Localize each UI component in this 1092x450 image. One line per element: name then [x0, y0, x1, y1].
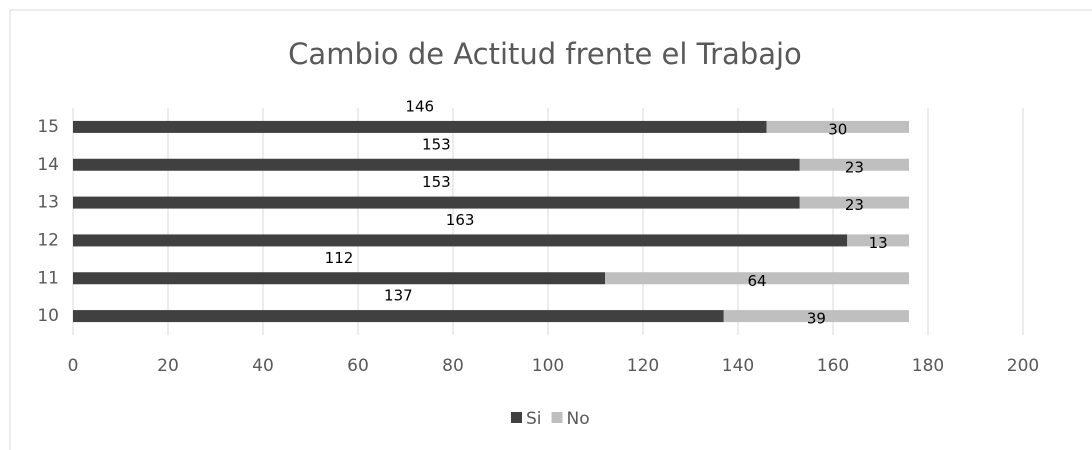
y-tick-label: 11 — [37, 268, 59, 288]
data-label: 13 — [869, 234, 888, 252]
legend-label: No — [567, 409, 590, 429]
data-label: 23 — [845, 158, 864, 176]
x-tick-label: 200 — [1007, 356, 1039, 376]
legend-swatch — [551, 412, 563, 423]
x-tick-label: 60 — [347, 356, 369, 376]
y-tick-label: 12 — [37, 230, 59, 250]
bar-segment — [73, 196, 800, 209]
data-label: 146 — [405, 97, 434, 115]
x-tick-label: 40 — [252, 356, 274, 376]
x-tick-label: 180 — [912, 356, 944, 376]
bar-segment — [723, 310, 909, 323]
data-label: 153 — [422, 173, 451, 191]
data-label: 137 — [384, 287, 413, 305]
data-label: 64 — [747, 272, 766, 290]
x-tick-label: 20 — [157, 356, 179, 376]
bar-segment — [605, 272, 909, 285]
x-tick-label: 80 — [442, 356, 464, 376]
bar-segment — [73, 272, 605, 285]
x-tick-label: 140 — [722, 356, 754, 376]
data-label: 39 — [807, 310, 826, 328]
data-label: 163 — [446, 211, 475, 229]
bar-segment — [847, 234, 909, 247]
legend-label: Si — [526, 409, 542, 429]
y-tick-label: 15 — [37, 117, 59, 137]
data-label: 112 — [325, 249, 354, 267]
x-tick-label: 100 — [532, 356, 564, 376]
data-label: 23 — [845, 196, 864, 214]
data-label: 30 — [828, 120, 847, 138]
bar-segment — [766, 120, 909, 133]
bar-segment — [799, 158, 909, 171]
data-label: 153 — [422, 135, 451, 153]
chart-title: Cambio de Actitud frente el Trabajo — [288, 37, 802, 71]
y-tick-label: 10 — [37, 306, 59, 326]
bar-segment — [799, 196, 909, 209]
x-tick-label: 160 — [817, 356, 849, 376]
bar-segment — [73, 310, 724, 323]
bar-segment — [73, 234, 848, 247]
y-tick-label: 14 — [37, 155, 59, 175]
legend-swatch — [511, 412, 522, 423]
x-tick-label: 120 — [627, 356, 659, 376]
chart-frame — [9, 9, 1092, 450]
x-tick-label: 0 — [68, 356, 79, 376]
y-tick-label: 13 — [37, 193, 59, 213]
bar-segment — [73, 120, 767, 133]
bar-segment — [73, 158, 800, 171]
